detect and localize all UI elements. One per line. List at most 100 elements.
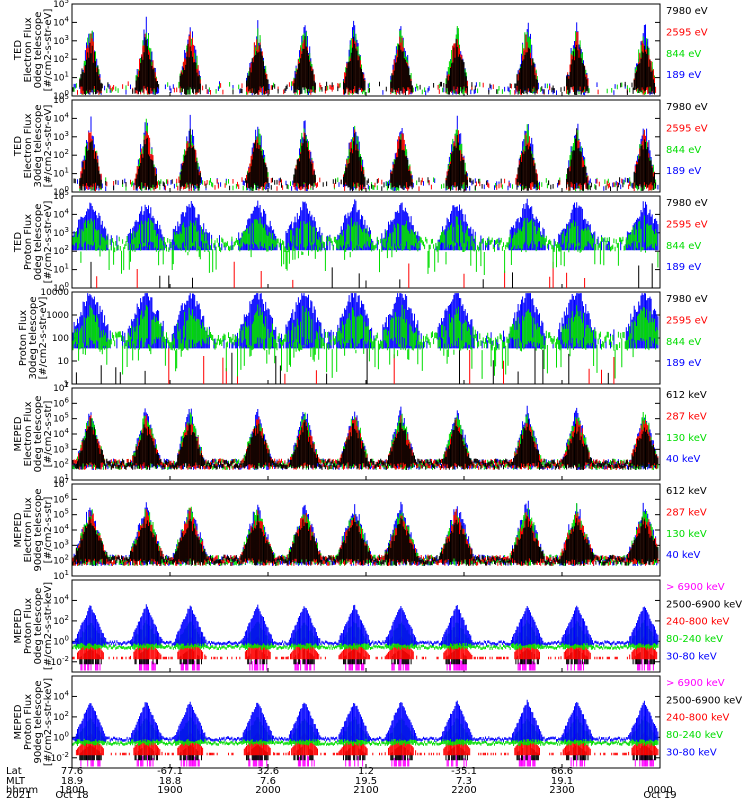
- y-tick-label: 102: [53, 148, 69, 161]
- legend-entry: 844 eV: [666, 241, 701, 252]
- x-mlt-label: 19.5: [355, 776, 377, 787]
- y-tick-label: 100: [53, 89, 69, 102]
- x-date-label: Oct 18: [55, 790, 88, 800]
- series-1: [168, 347, 615, 384]
- legend-entry: 2595 eV: [666, 27, 708, 38]
- panel-5: 101 102 103 104 105 106 107 MEPEDElectron Flux0…: [13, 381, 707, 486]
- y-axis-label: MEPEDProton Flux90deg telescope[#/cm2-s-…: [13, 678, 54, 766]
- data-marks: [72, 16, 657, 96]
- y-tick-label: 106: [53, 396, 69, 409]
- legend-entry: 7980 eV: [666, 198, 708, 209]
- x-lat-label: 77.6: [61, 766, 83, 777]
- series-3: [72, 215, 659, 275]
- legend-entry: 240-800 keV: [666, 617, 730, 628]
- x-hhmm-label: 2300: [549, 785, 574, 796]
- x-hhmm-label: 2200: [451, 785, 476, 796]
- x-lat-label: 66.6: [551, 766, 573, 777]
- legend-entry: 7980 eV: [666, 6, 708, 17]
- legend-entry: 189 eV: [666, 262, 701, 273]
- series-0: [90, 261, 653, 288]
- x-lat-label: -35.1: [451, 766, 477, 777]
- legend-entry: 30-80 keV: [666, 747, 717, 758]
- legend-entry: 30-80 keV: [666, 651, 717, 662]
- y-tick-label: 100: [52, 334, 69, 344]
- legend-entry: 130 keV: [666, 529, 707, 540]
- y-tick-label: 1: [63, 380, 69, 390]
- row-label: MLT: [6, 776, 26, 787]
- x-lat-label: 1.2: [358, 766, 374, 777]
- y-tick-label: 104: [53, 15, 69, 28]
- data-marks: [72, 699, 659, 767]
- data-marks: [72, 293, 659, 384]
- y-tick-label: 101: [53, 71, 69, 84]
- y-tick-label: 102: [53, 244, 69, 257]
- series-4: [72, 699, 659, 742]
- y-axis-label: MEPEDElectron Flux90deg telescope[#/cm2-…: [13, 488, 54, 571]
- y-tick-label: 104: [53, 111, 69, 124]
- series-3: [72, 515, 659, 566]
- legend-entry: 844 eV: [666, 49, 701, 60]
- legend-entry: 40 keV: [666, 454, 700, 465]
- y-tick-label: 102: [53, 458, 69, 471]
- y-tick-label: 100: [53, 634, 69, 647]
- legend-entry: 844 eV: [666, 145, 701, 156]
- y-tick-label: 100: [53, 185, 69, 198]
- x-hhmm-label: 2000: [255, 785, 280, 796]
- y-tick-label: 102: [53, 710, 69, 723]
- x-hhmm-label: 1800: [59, 785, 84, 796]
- y-tick-label: 104: [53, 593, 69, 606]
- row-label: hhmm: [6, 785, 38, 796]
- y-tick-label: 106: [53, 492, 69, 505]
- y-tick-label: 102: [53, 614, 69, 627]
- x-hhmm-label: 2100: [353, 785, 378, 796]
- y-tick-label: 105: [53, 508, 69, 521]
- y-tick-label: 105: [53, 93, 69, 106]
- y-axis-label: MEPEDProton Flux0deg telescope[#/cm2-s-s…: [13, 582, 54, 670]
- y-tick-label: 107: [53, 477, 69, 490]
- y-tick-label: 104: [53, 523, 69, 536]
- data-marks: [72, 198, 659, 288]
- data-marks: [73, 114, 659, 192]
- y-tick-label: 103: [53, 130, 69, 143]
- legend-entry: > 6900 keV: [666, 582, 725, 593]
- y-tick-label: 101: [53, 569, 69, 582]
- y-tick-label: 10-2: [51, 655, 69, 668]
- y-tick-label: 105: [53, 189, 69, 202]
- legend-entry: 2595 eV: [666, 315, 708, 326]
- legend-entry: 7980 eV: [666, 102, 708, 113]
- legend-entry: 612 keV: [666, 390, 707, 401]
- y-tick-label: 102: [53, 52, 69, 65]
- legend-entry: > 6900 keV: [666, 678, 725, 689]
- x-mlt-label: 18.9: [61, 776, 83, 787]
- legend-entry: 612 keV: [666, 486, 707, 497]
- x-mlt-label: 7.6: [260, 776, 276, 787]
- legend-entry: 287 keV: [666, 411, 707, 422]
- legend-entry: 130 keV: [666, 433, 707, 444]
- x-mlt-label: 18.8: [159, 776, 181, 787]
- y-axis-label: TEDElectron Flux0deg telescope[#/cm2-s-s…: [13, 9, 54, 92]
- series-3: [72, 418, 659, 470]
- data-marks: [72, 604, 659, 671]
- y-tick-label: 103: [53, 226, 69, 239]
- y-tick-label: 104: [53, 689, 69, 702]
- x-mlt-label: 19.1: [551, 776, 573, 787]
- legend-entry: 189 eV: [666, 358, 701, 369]
- y-tick-label: 10: [58, 357, 70, 367]
- y-tick-label: 100: [53, 281, 69, 294]
- legend-entry: 80-240 keV: [666, 634, 723, 645]
- series-2: [72, 293, 659, 349]
- x-lat-label: 32.6: [257, 766, 279, 777]
- series-3: [72, 36, 655, 96]
- y-tick-label: 103: [53, 538, 69, 551]
- y-tick-label: 101: [53, 473, 69, 486]
- x-date-label: Oct 19: [643, 790, 676, 800]
- legend-entry: 40 keV: [666, 550, 700, 561]
- legend-entry: 2500-6900 keV: [666, 695, 742, 706]
- y-tick-label: 103: [53, 34, 69, 47]
